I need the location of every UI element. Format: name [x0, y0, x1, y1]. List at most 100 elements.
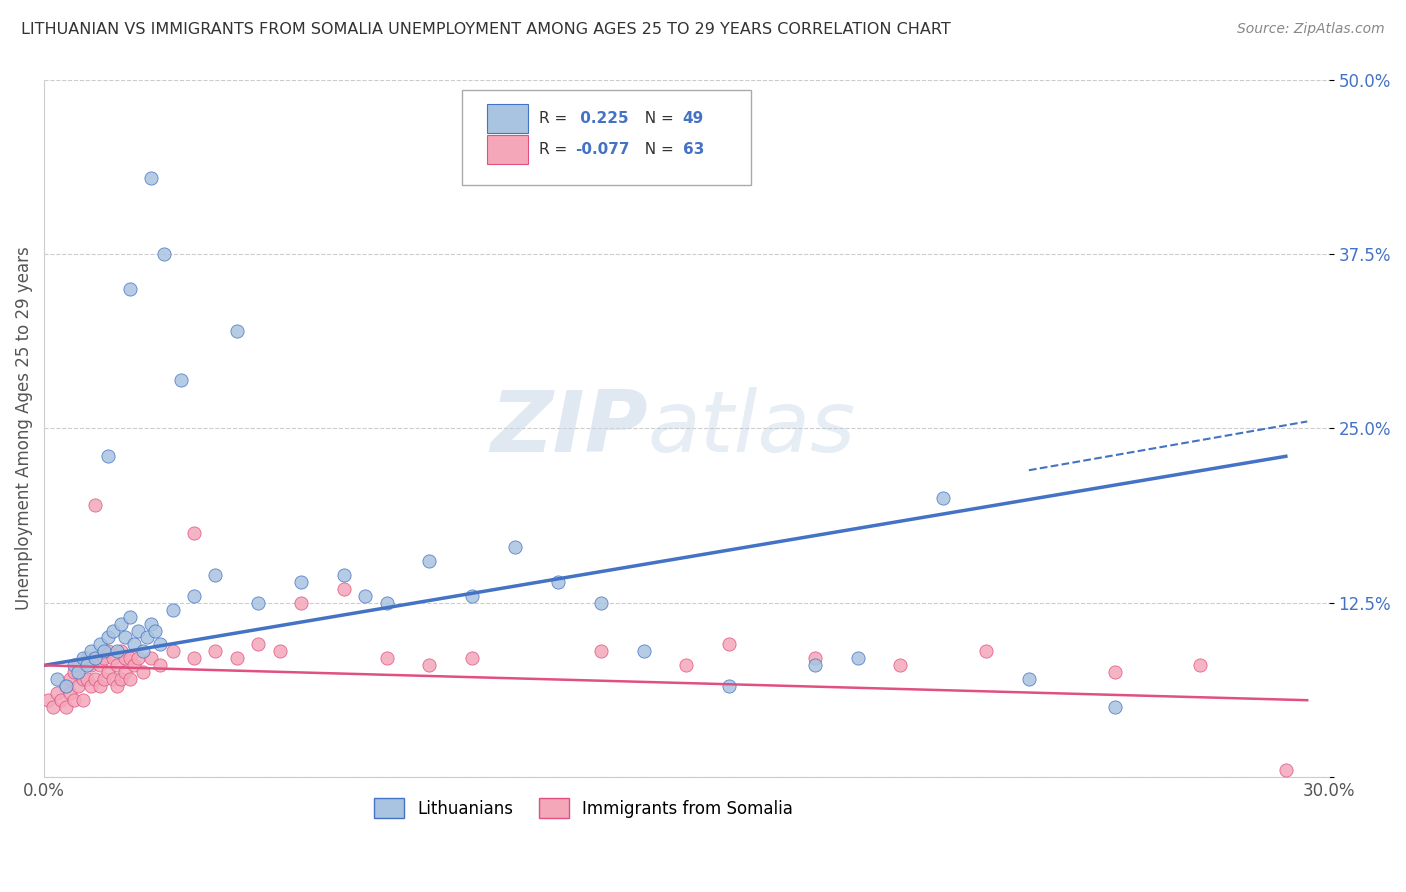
Point [375, 651, 398, 665]
Point [76, 658, 98, 673]
Point [63, 693, 86, 707]
Point [461, 651, 484, 665]
Point [889, 658, 911, 673]
Point [141, 616, 163, 631]
Point [149, 658, 172, 673]
Point [93, 673, 115, 687]
FancyBboxPatch shape [488, 135, 529, 164]
Point [114, 651, 136, 665]
Point [204, 567, 226, 582]
Point [97, 665, 120, 680]
Point [97, 644, 120, 658]
Point [247, 596, 270, 610]
Point [72, 651, 94, 665]
Point [122, 658, 145, 673]
Point [461, 589, 484, 603]
Point [1104, 700, 1126, 714]
Point [63, 658, 86, 673]
Point [101, 673, 124, 687]
Point [589, 596, 612, 610]
Point [101, 651, 124, 665]
Point [105, 658, 128, 673]
Point [76, 651, 98, 665]
Point [162, 644, 184, 658]
Point [51, 693, 73, 707]
Point [269, 644, 291, 658]
Text: LITHUANIAN VS IMMIGRANTS FROM SOMALIA UNEMPLOYMENT AMONG AGES 25 TO 29 YEARS COR: LITHUANIAN VS IMMIGRANTS FROM SOMALIA UN… [21, 22, 950, 37]
Point [110, 644, 132, 658]
Legend: Lithuanians, Immigrants from Somalia: Lithuanians, Immigrants from Somalia [368, 792, 800, 824]
Point [675, 658, 697, 673]
Point [41, 700, 63, 714]
Point [1018, 673, 1040, 687]
Point [204, 644, 226, 658]
Point [84, 651, 107, 665]
Point [247, 637, 270, 651]
Point [589, 644, 612, 658]
Point [84, 498, 107, 512]
Point [84, 651, 107, 665]
Point [105, 644, 128, 658]
Text: 0.225: 0.225 [575, 111, 628, 126]
Point [633, 644, 655, 658]
Text: N =: N = [636, 111, 679, 126]
Point [89, 658, 111, 673]
Point [127, 624, 149, 638]
Point [225, 324, 247, 338]
Point [145, 624, 167, 638]
Point [105, 679, 128, 693]
Point [97, 450, 120, 464]
Point [114, 665, 136, 680]
Point [131, 644, 153, 658]
Point [93, 644, 115, 658]
Point [354, 589, 377, 603]
Point [141, 651, 163, 665]
Point [59, 673, 82, 687]
Text: 63: 63 [682, 142, 704, 157]
Point [89, 679, 111, 693]
Text: -0.077: -0.077 [575, 142, 628, 157]
Text: Source: ZipAtlas.com: Source: ZipAtlas.com [1237, 22, 1385, 37]
Point [290, 596, 312, 610]
Point [72, 693, 94, 707]
Point [89, 637, 111, 651]
Point [46, 686, 69, 700]
Point [67, 679, 90, 693]
Text: N =: N = [636, 142, 679, 157]
Y-axis label: Unemployment Among Ages 25 to 29 years: Unemployment Among Ages 25 to 29 years [15, 246, 32, 610]
Point [37, 693, 59, 707]
Point [225, 651, 247, 665]
Point [375, 596, 398, 610]
Point [80, 644, 103, 658]
Point [55, 679, 77, 693]
Point [80, 658, 103, 673]
Point [114, 631, 136, 645]
Point [846, 651, 869, 665]
Point [67, 658, 90, 673]
Point [718, 679, 741, 693]
Point [118, 609, 141, 624]
Point [59, 686, 82, 700]
Point [290, 574, 312, 589]
Point [93, 651, 115, 665]
Point [76, 673, 98, 687]
Point [72, 673, 94, 687]
Point [118, 651, 141, 665]
Point [55, 700, 77, 714]
Point [503, 540, 526, 554]
Point [1275, 763, 1298, 777]
Point [1104, 665, 1126, 680]
Point [170, 373, 193, 387]
Text: R =: R = [538, 111, 572, 126]
Point [63, 665, 86, 680]
Point [46, 673, 69, 687]
Point [135, 631, 157, 645]
Point [80, 679, 103, 693]
Point [67, 665, 90, 680]
Point [118, 282, 141, 296]
Point [127, 651, 149, 665]
Point [149, 637, 172, 651]
Point [418, 554, 440, 568]
Point [183, 525, 205, 540]
Text: atlas: atlas [648, 387, 856, 470]
